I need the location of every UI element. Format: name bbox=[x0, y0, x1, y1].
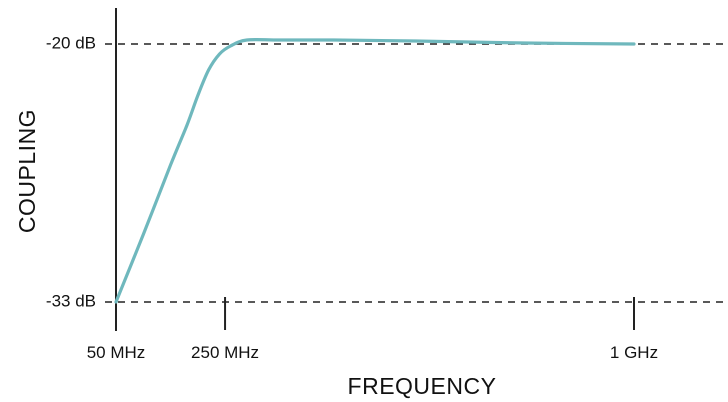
y-tick-label: -33 dB bbox=[46, 291, 96, 310]
y-tick-label: -20 dB bbox=[46, 33, 96, 52]
x-axis-title: FREQUENCY bbox=[348, 373, 497, 399]
x-tick-label: 250 MHz bbox=[191, 343, 259, 362]
x-tick-label: 50 MHz bbox=[87, 343, 146, 362]
coupling-curve bbox=[114, 37, 636, 304]
y-axis-title: COUPLING bbox=[14, 109, 40, 233]
x-tick-label: 1 GHz bbox=[610, 343, 658, 362]
